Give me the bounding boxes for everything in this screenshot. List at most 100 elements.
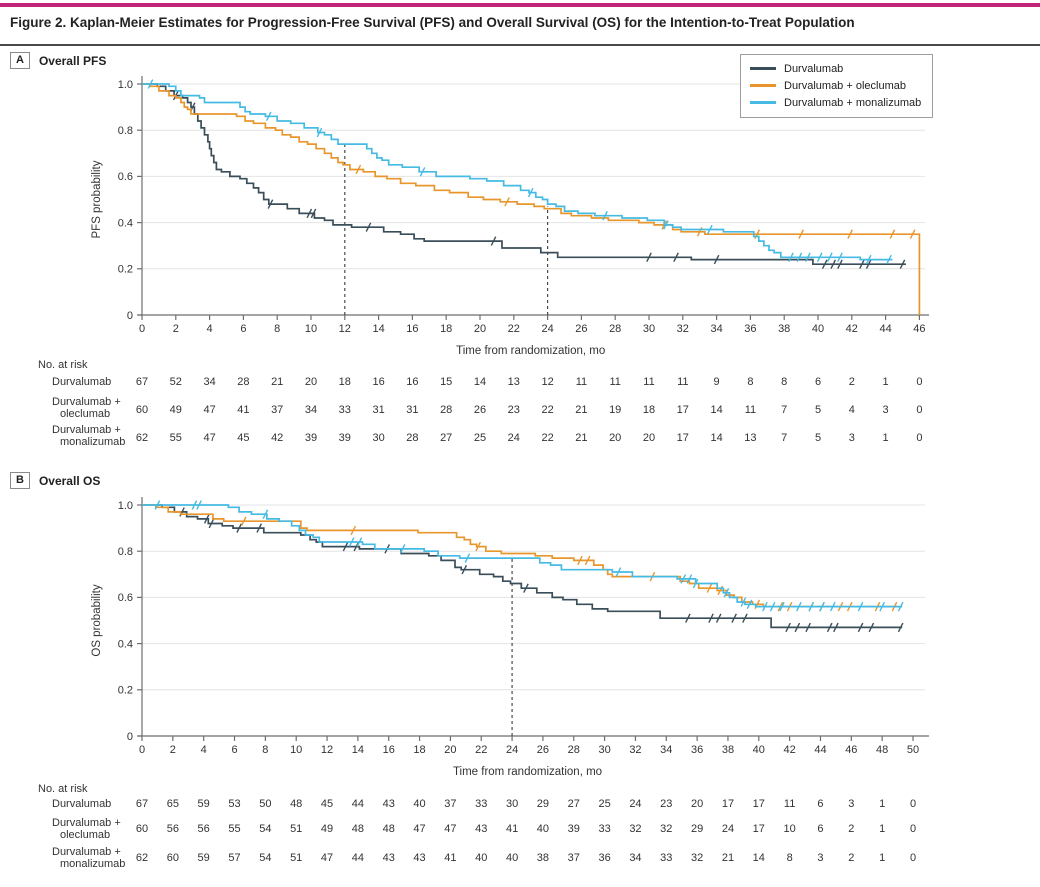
svg-text:36: 36: [598, 852, 610, 864]
y-axis: 0 0.2 0.4 0.6 0.8 1.0 PFS probability: [91, 76, 143, 322]
svg-text:45: 45: [237, 432, 249, 444]
censor-tick: [208, 518, 215, 529]
svg-text:59: 59: [198, 798, 210, 810]
svg-text:0.6: 0.6: [118, 171, 133, 183]
svg-text:0: 0: [916, 376, 922, 388]
svg-text:14: 14: [474, 376, 486, 388]
svg-text:47: 47: [203, 404, 215, 416]
svg-text:17: 17: [722, 798, 734, 810]
svg-text:38: 38: [722, 744, 734, 756]
svg-text:62: 62: [136, 432, 148, 444]
svg-text:18: 18: [339, 376, 351, 388]
svg-text:7: 7: [781, 404, 787, 416]
reference-lines: [344, 144, 549, 315]
panel-a-title: Overall PFS: [38, 53, 107, 68]
svg-text:56: 56: [198, 823, 210, 835]
svg-text:51: 51: [290, 852, 302, 864]
censor-tick: [154, 500, 161, 510]
censor-tick: [461, 564, 468, 575]
censor-tick: [365, 222, 372, 232]
svg-text:16: 16: [406, 376, 418, 388]
svg-text:0: 0: [910, 798, 916, 810]
svg-text:20: 20: [691, 798, 703, 810]
svg-text:34: 34: [710, 323, 722, 335]
svg-text:36: 36: [744, 323, 756, 335]
censor-tick: [859, 259, 865, 269]
svg-text:16: 16: [406, 323, 418, 335]
gridlines: [142, 504, 925, 691]
svg-text:10: 10: [305, 323, 317, 335]
risk-row-durvalumab: Durvalumab 67 65 59 53 50 48 45 44 43 40 37 33 30 29 27…: [52, 798, 916, 810]
svg-text:3: 3: [817, 852, 823, 864]
svg-text:2: 2: [849, 376, 855, 388]
svg-text:monalizumab: monalizumab: [60, 858, 125, 870]
censor-tick: [523, 583, 529, 593]
censor-tick: [715, 613, 722, 623]
svg-text:30: 30: [643, 323, 655, 335]
censor-tick: [829, 601, 836, 612]
panel-b-badge: B: [10, 472, 30, 489]
svg-text:8: 8: [787, 852, 793, 864]
svg-text:11: 11: [784, 798, 795, 810]
risk-table: No. at risk Durvalumab 67 65 59 53 50 48 45 44 43 4…: [38, 783, 916, 870]
svg-text:0.4: 0.4: [118, 638, 133, 650]
svg-text:34: 34: [305, 404, 317, 416]
svg-text:1.0: 1.0: [118, 500, 133, 512]
censor-tick: [805, 252, 811, 262]
svg-text:18: 18: [643, 404, 655, 416]
svg-text:32: 32: [660, 823, 672, 835]
svg-text:23: 23: [508, 404, 520, 416]
censor-tick: [584, 555, 591, 566]
svg-text:0: 0: [916, 404, 922, 416]
legend-item: Durvalumab + monalizumab: [750, 94, 921, 111]
svg-text:40: 40: [753, 744, 765, 756]
censor-tick: [316, 127, 323, 138]
svg-text:45: 45: [321, 798, 333, 810]
censor-tick: [663, 220, 669, 230]
censor-tick: [808, 601, 815, 612]
svg-text:38: 38: [778, 323, 790, 335]
censor-tick: [267, 199, 274, 209]
svg-text:49: 49: [321, 823, 333, 835]
svg-text:55: 55: [170, 432, 182, 444]
censor-tick: [706, 583, 713, 593]
censor-tick: [886, 254, 892, 265]
svg-text:5: 5: [815, 432, 821, 444]
svg-text:42: 42: [784, 744, 796, 756]
svg-text:11: 11: [677, 376, 688, 388]
svg-text:5: 5: [815, 404, 821, 416]
svg-text:46: 46: [913, 323, 925, 335]
censor-tick: [602, 210, 608, 221]
durvalumab-oleclumab-line-swatch: [750, 84, 776, 87]
svg-text:0.2: 0.2: [118, 685, 133, 697]
svg-text:34: 34: [203, 376, 215, 388]
svg-text:59: 59: [198, 852, 210, 864]
svg-text:8: 8: [274, 323, 280, 335]
svg-text:11: 11: [745, 404, 756, 416]
durvalumab-line-swatch: [750, 67, 776, 70]
svg-text:41: 41: [506, 823, 518, 835]
svg-text:33: 33: [660, 852, 672, 864]
accent-bar: [0, 3, 1040, 7]
svg-text:32: 32: [691, 852, 703, 864]
x-axis: 0 2 4 6 8 10 12 14 16 18 20 22 24 26 28 30 32 34 36 38 40 42 4…: [138, 314, 929, 357]
svg-text:10: 10: [784, 823, 796, 835]
svg-text:12: 12: [321, 744, 333, 756]
censor-tick: [419, 167, 426, 177]
svg-text:32: 32: [629, 744, 641, 756]
svg-text:50: 50: [259, 798, 271, 810]
svg-text:11: 11: [576, 376, 587, 388]
svg-text:26: 26: [575, 323, 587, 335]
censor-tick: [805, 622, 811, 633]
censor-tick: [798, 229, 804, 239]
svg-text:30: 30: [372, 432, 384, 444]
svg-text:53: 53: [228, 798, 240, 810]
svg-text:20: 20: [305, 376, 317, 388]
censor-tick: [879, 601, 885, 612]
censor-tick: [909, 229, 916, 239]
svg-text:6: 6: [817, 823, 823, 835]
svg-text:14: 14: [710, 432, 722, 444]
svg-text:28: 28: [237, 376, 249, 388]
svg-text:17: 17: [677, 404, 689, 416]
svg-text:4: 4: [849, 404, 855, 416]
